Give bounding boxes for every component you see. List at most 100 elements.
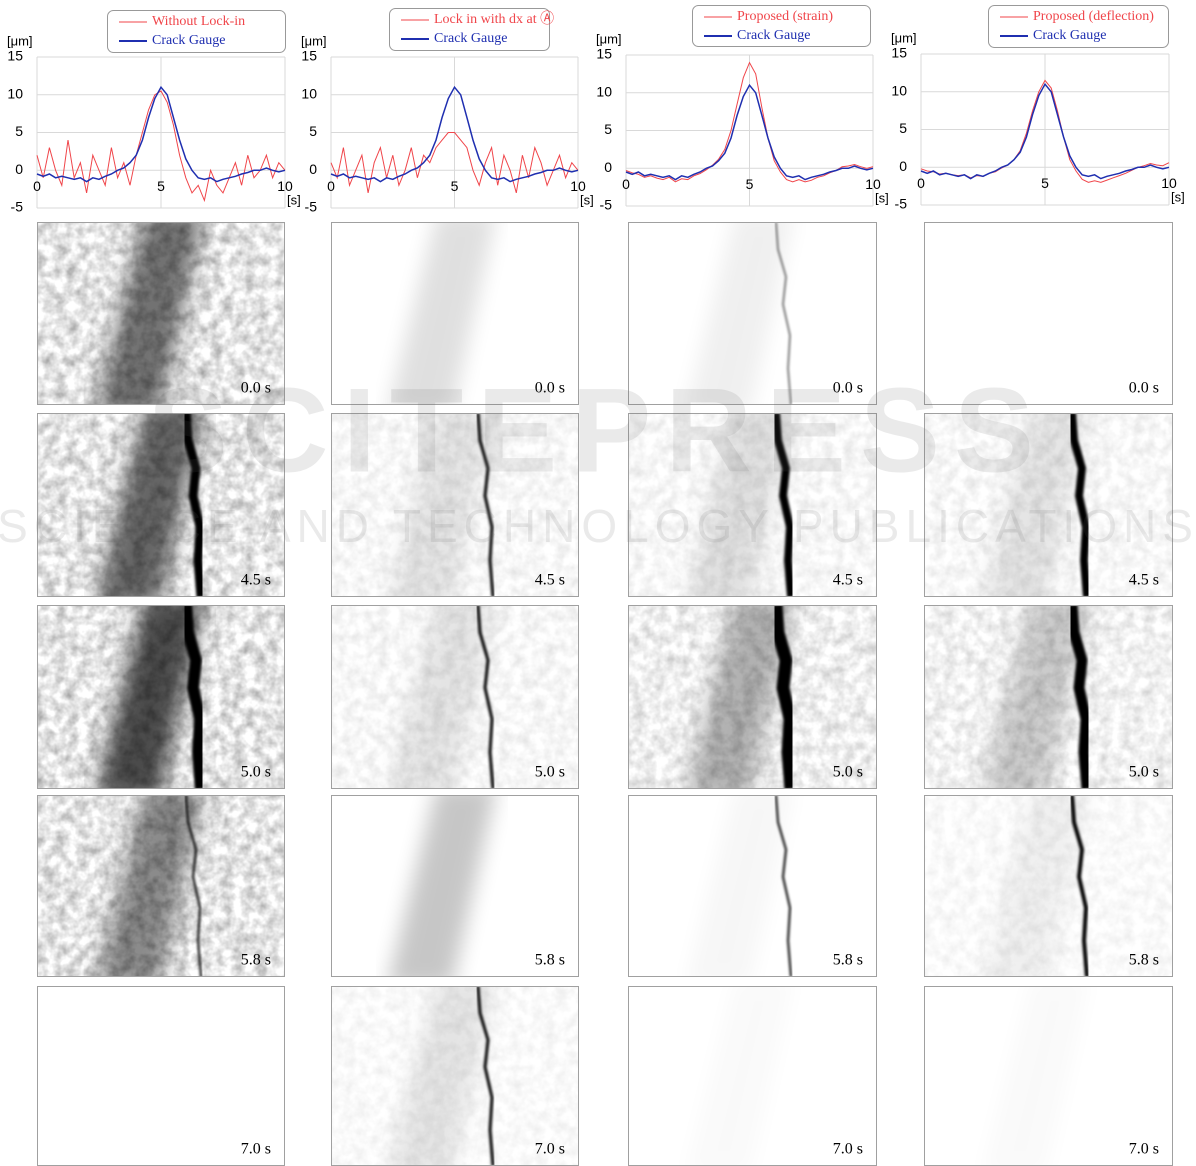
image-panel: 5.8 s <box>924 795 1173 977</box>
y-tick-label: 15 <box>301 48 317 64</box>
chart: -5 0 5 10 15 0 5 10 [μm] [s] Proposed (deflection)… <box>891 5 1185 212</box>
y-axis-label: [μm] <box>7 33 33 48</box>
time-label: 7.0 s <box>833 1141 863 1158</box>
x-tick-label: 0 <box>917 175 925 191</box>
data-line <box>920 82 1170 180</box>
legend-label: Lock in with dx at Ⓐ <box>434 11 554 27</box>
y-tick-label: 10 <box>891 82 907 98</box>
legend: Proposed (deflection) Crack Gauge <box>988 5 1169 48</box>
x-axis-label: [s] <box>287 193 301 208</box>
data-line <box>36 90 286 203</box>
legend: Proposed (strain) Crack Gauge <box>692 5 871 47</box>
x-tick-label: 0 <box>33 178 41 194</box>
x-tick-label: 5 <box>451 178 459 194</box>
image-panel: 5.0 s <box>628 605 877 789</box>
watermark-title: SCITEPRESS <box>148 364 1048 498</box>
y-tick-label: 5 <box>899 120 907 136</box>
time-label: 5.8 s <box>833 952 863 969</box>
image-panel: 5.8 s <box>628 795 877 977</box>
time-label: 7.0 s <box>535 1141 565 1158</box>
image-panel: 0.0 s <box>628 222 877 405</box>
x-tick-label: 10 <box>277 178 293 194</box>
legend-label: Crack Gauge <box>434 31 507 46</box>
time-label: 4.5 s <box>833 572 863 589</box>
time-label: 0.0 s <box>1129 380 1159 397</box>
x-axis-label: [s] <box>580 193 594 208</box>
image-panel: 5.0 s <box>37 605 285 789</box>
data-line <box>330 132 579 194</box>
chart: -5 0 5 10 15 0 5 10 [μm] [s] Proposed (strain) Crac… <box>596 5 889 213</box>
y-tick-label: -5 <box>600 197 613 213</box>
x-tick-label: 10 <box>570 178 586 194</box>
image-panel: 0.0 s <box>37 222 285 405</box>
image-panel: 4.5 s <box>37 413 285 597</box>
legend-label: Without Lock-in <box>152 14 245 29</box>
image-panel: 7.0 s <box>331 986 579 1166</box>
y-tick-label: 15 <box>7 48 23 64</box>
data-line <box>330 85 579 183</box>
time-label: 5.8 s <box>535 952 565 969</box>
x-tick-label: 0 <box>622 176 630 192</box>
x-tick-label: 5 <box>157 178 165 194</box>
time-label: 4.5 s <box>535 572 565 589</box>
time-label: 5.8 s <box>241 952 271 969</box>
y-tick-label: 10 <box>301 85 317 101</box>
time-label: 7.0 s <box>241 1141 271 1158</box>
x-tick-label: 10 <box>1161 175 1177 191</box>
y-tick-label: 15 <box>596 46 612 62</box>
image-panel: 4.5 s <box>924 413 1173 597</box>
y-axis-label: [μm] <box>891 30 917 45</box>
x-tick-label: 10 <box>865 176 881 192</box>
time-label: 0.0 s <box>535 380 565 397</box>
chart: -5 0 5 10 15 0 5 10 [μm] [s] Without Lock-in Crack … <box>7 10 301 215</box>
y-tick-label: 10 <box>7 85 23 101</box>
y-tick-label: 0 <box>899 158 907 174</box>
y-tick-label: 5 <box>15 123 23 139</box>
legend-label: Proposed (strain) <box>737 9 833 24</box>
y-tick-label: 0 <box>604 159 612 175</box>
legend: Lock in with dx at Ⓐ Crack Gauge <box>389 8 554 51</box>
y-tick-label: 5 <box>309 123 317 139</box>
time-label: 7.0 s <box>1129 1141 1159 1158</box>
x-tick-label: 0 <box>327 178 335 194</box>
y-axis-label: [μm] <box>596 31 622 46</box>
time-label: 5.0 s <box>1129 764 1159 781</box>
image-panel: 5.8 s <box>37 795 285 977</box>
y-tick-label: 5 <box>604 121 612 137</box>
image-panel: 5.0 s <box>924 605 1173 789</box>
data-line <box>625 83 874 181</box>
image-panel: 5.8 s <box>331 795 579 977</box>
time-label: 5.0 s <box>833 764 863 781</box>
time-label: 4.5 s <box>241 572 271 589</box>
x-axis-label: [s] <box>875 191 889 206</box>
chart: -5 0 5 10 15 0 5 10 [μm] [s] Lock in with dx at Ⓐ C… <box>301 8 594 215</box>
watermark-subtitle: SCIENCE AND TECHNOLOGY PUBLICATIONS <box>0 500 1196 552</box>
y-tick-label: 10 <box>596 83 612 99</box>
time-label: 5.8 s <box>1129 952 1159 969</box>
legend-label: Proposed (deflection) <box>1033 9 1154 24</box>
image-panel: 7.0 s <box>37 986 285 1166</box>
image-panel: 4.5 s <box>331 413 579 597</box>
legend: Without Lock-in Crack Gauge <box>107 10 286 53</box>
y-tick-label: 0 <box>309 161 317 177</box>
watermark: SCITEPRESS SCIENCE AND TECHNOLOGY PUBLIC… <box>0 364 1196 552</box>
y-axis-label: [μm] <box>301 33 327 48</box>
y-tick-label: 15 <box>891 45 907 61</box>
image-panel: 0.0 s <box>331 222 579 405</box>
image-panel: 7.0 s <box>924 986 1173 1166</box>
legend-label: Crack Gauge <box>1033 28 1106 43</box>
x-tick-label: 5 <box>746 176 754 192</box>
x-axis-label: [s] <box>1171 190 1185 205</box>
time-label: 5.0 s <box>535 764 565 781</box>
y-tick-label: -5 <box>305 199 318 215</box>
image-panel: 4.5 s <box>628 413 877 597</box>
y-tick-label: -5 <box>11 199 24 215</box>
time-label: 0.0 s <box>833 380 863 397</box>
y-tick-label: 0 <box>15 161 23 177</box>
time-label: 4.5 s <box>1129 572 1159 589</box>
data-line <box>36 85 286 183</box>
time-label: 0.0 s <box>241 380 271 397</box>
legend-label: Crack Gauge <box>737 28 810 43</box>
x-tick-label: 5 <box>1041 175 1049 191</box>
